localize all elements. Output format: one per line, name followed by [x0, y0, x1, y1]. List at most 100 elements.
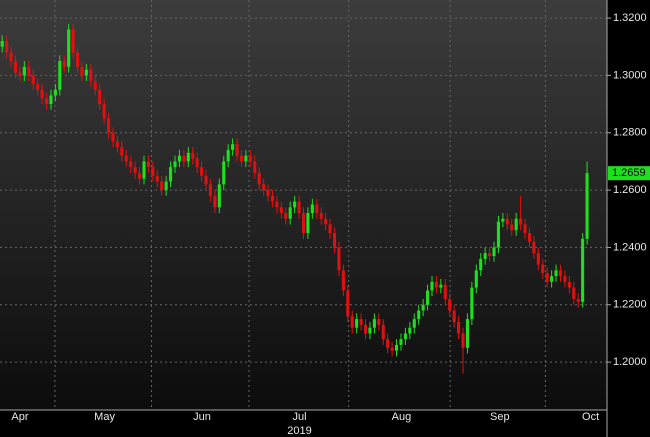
candle-body [208, 184, 213, 196]
y-tick-label: 1.3000 [613, 69, 647, 81]
x-tick-label: Sep [490, 411, 510, 423]
candle-body [75, 52, 80, 67]
candle-body [479, 258, 483, 271]
candle-body [235, 144, 239, 156]
candle-body [22, 66, 26, 76]
candle-body [567, 281, 571, 288]
candle-body [71, 29, 75, 53]
candle-body [439, 284, 443, 288]
plot-area [0, 0, 607, 410]
candle-body [523, 224, 527, 234]
candle-body [107, 118, 111, 133]
candle-body [226, 149, 230, 162]
candle-body [213, 195, 217, 208]
candle-body [399, 339, 403, 345]
candle-body [488, 253, 492, 257]
candle-body [9, 52, 13, 62]
candle-body [40, 89, 44, 99]
candle-body [93, 81, 97, 90]
candle-body [301, 213, 306, 234]
candle-body [84, 69, 88, 76]
candle-body [49, 95, 53, 105]
last-price-label: 1.2659 [612, 167, 646, 179]
candle-body [483, 253, 487, 259]
candle-body [341, 270, 345, 291]
candle-body [403, 333, 407, 340]
candle-body [496, 221, 500, 248]
y-tick-label: 1.3200 [613, 12, 647, 24]
candle-body [98, 89, 102, 105]
x-tick-label: May [94, 411, 115, 423]
candle-body [536, 253, 540, 265]
candle-body [434, 281, 438, 288]
candle-body [372, 319, 376, 328]
candle-body [448, 299, 452, 311]
candle-body [412, 319, 416, 328]
candle-body [288, 207, 292, 219]
candle-body [421, 304, 425, 311]
candle-body [262, 184, 266, 191]
candle-body [204, 175, 208, 185]
last-price-box [608, 166, 650, 181]
candle-body [408, 327, 412, 334]
candle-body [111, 132, 115, 142]
candle-body [505, 218, 509, 225]
candle-body [457, 321, 461, 334]
candle-body [142, 161, 146, 179]
candle-body [426, 290, 430, 305]
candle-body [337, 247, 341, 271]
candle-body [452, 310, 456, 322]
candle-body [169, 167, 173, 182]
candle-body [532, 241, 536, 254]
candle-body [554, 270, 558, 277]
candle-body [443, 284, 447, 300]
candle-body [368, 327, 372, 334]
candle-body [248, 155, 252, 162]
candle-body [191, 152, 195, 159]
candle-body [200, 167, 204, 176]
candle-body [27, 66, 31, 76]
candle-body [319, 213, 323, 219]
candle-body [239, 155, 244, 162]
candle-body [514, 218, 518, 231]
candle-body [324, 218, 328, 225]
y-tick-label: 1.2600 [613, 184, 647, 196]
x-tick-label: Oct [582, 411, 599, 423]
candle-body [461, 333, 465, 348]
candle-body [381, 324, 385, 340]
candle-body [359, 319, 363, 325]
y-tick-label: 1.2400 [613, 241, 647, 253]
candle-body [346, 290, 350, 317]
candle-body [328, 224, 332, 234]
candle-body [284, 213, 288, 219]
candle-body [510, 224, 514, 231]
candle-body [195, 158, 199, 168]
candle-body [310, 204, 314, 214]
candle-body [217, 184, 221, 208]
candle-body [222, 161, 226, 185]
candle-body [0, 41, 4, 47]
candle-body [275, 201, 279, 208]
y-tick-label: 1.2200 [613, 299, 647, 311]
candle-body [297, 201, 301, 214]
candle-body [558, 270, 563, 277]
candle-body [279, 207, 283, 214]
candle-body [315, 204, 319, 214]
candle-body [5, 41, 9, 53]
candle-body [572, 287, 576, 300]
candle-body [576, 299, 580, 302]
candle-body [36, 84, 40, 90]
candle-body [129, 161, 133, 168]
candle-body [474, 270, 478, 288]
candle-body [62, 61, 66, 67]
candle-body [44, 98, 49, 105]
axis-area [607, 0, 650, 437]
candle-body [53, 89, 57, 96]
candle-body [363, 324, 368, 334]
candle-body [581, 238, 585, 302]
candle-body [177, 155, 181, 162]
candle-body [115, 141, 119, 148]
candle-body [186, 152, 190, 162]
candle-body [89, 69, 93, 82]
x-tick-label: Jul [292, 411, 306, 423]
